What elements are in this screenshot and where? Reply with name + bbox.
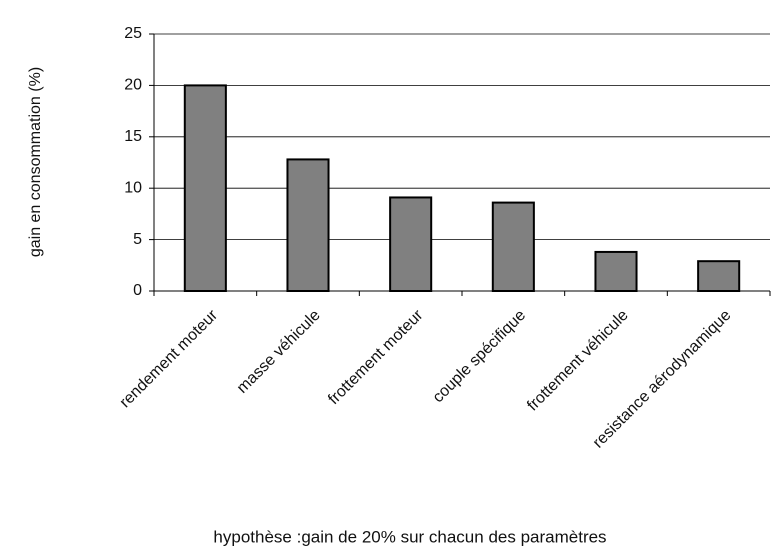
y-tick-label: 25: [124, 25, 142, 42]
x-tick-label: masse véhicule: [234, 307, 324, 397]
x-axis-label: hypothèse :gain de 20% sur chacun des pa…: [213, 527, 606, 546]
x-tick-label: frottement véhicule: [524, 307, 632, 415]
y-tick-label: 20: [124, 77, 142, 94]
y-tick-label: 10: [124, 179, 142, 196]
bar: [286, 158, 330, 292]
y-tick-label: 15: [124, 128, 142, 145]
bar: [697, 260, 741, 292]
y-axis-label: gain en consommation (%): [27, 67, 44, 257]
bar: [389, 196, 433, 292]
x-tick-label: frottement moteur: [325, 306, 427, 408]
x-tick-label: rendement moteur: [117, 306, 222, 411]
bar: [491, 201, 535, 292]
bar: [594, 250, 638, 293]
bar: [183, 84, 227, 293]
y-tick-label: 0: [133, 282, 142, 299]
x-tick-label: couple spécifique: [430, 307, 530, 407]
y-tick-label: 5: [133, 231, 142, 248]
